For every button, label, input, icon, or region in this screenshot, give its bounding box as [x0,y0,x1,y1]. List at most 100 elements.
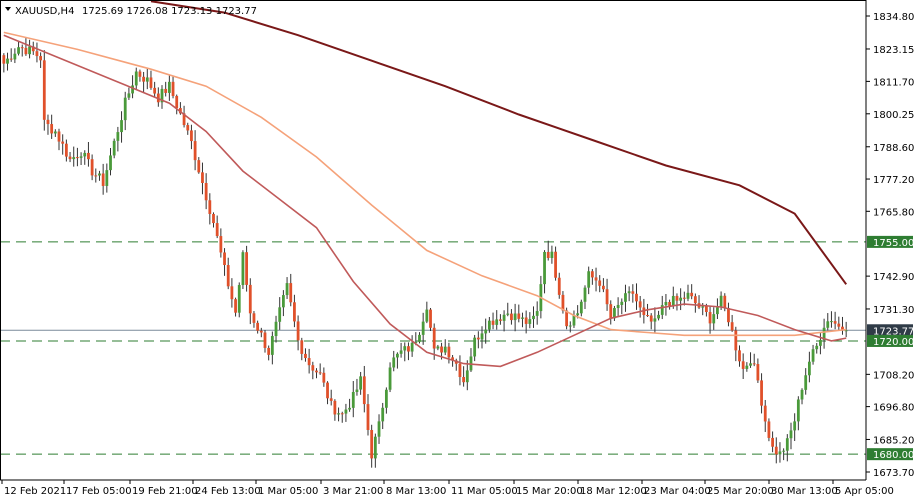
candle-body-bull [745,365,749,369]
candle-body-bear [510,313,513,321]
candle-body-bear [230,286,234,300]
candle-body-bull [109,155,112,171]
current-price-label: 1723.77 [873,326,914,337]
candle [315,368,318,379]
candle-body-bear [554,251,557,278]
candle [304,348,307,362]
candle-body-bear [476,337,480,340]
candle-body-bear [451,357,454,361]
candle-body-bear [322,372,326,383]
candle-body-bear [64,143,68,157]
candle-body-bear [517,313,521,319]
candle [259,327,263,338]
candle-body-bear [675,295,679,301]
candle-body-bull [484,329,488,334]
candle-body-bull [425,309,429,322]
candle [830,311,833,328]
candle [76,147,79,167]
candle [487,316,491,333]
level-label: 1680.00 [873,450,914,461]
candle-body-bear [340,413,344,415]
candle [197,157,201,174]
candle [263,330,267,353]
time-tick-label: 8 Mar 13:00 [386,486,446,497]
time-tick-label: 25 Mar 20:00 [707,486,774,497]
candle [841,316,844,335]
candle-body-bull [337,413,340,415]
candle [800,388,804,405]
candle-body-bear [638,301,642,308]
candle [193,130,197,171]
candle [627,286,631,302]
candle-body-bear [631,291,635,294]
candle-body-bull [822,327,826,340]
candle [767,418,771,442]
price-tick-label: 1811.70 [873,77,914,88]
candle-body-bear [204,182,208,201]
candle [90,154,94,181]
candle-body-bear [682,297,686,299]
candle-body-bear [557,277,561,295]
candle-body-bear [362,376,366,405]
candle [359,371,363,395]
candle [149,70,153,90]
candle [131,75,134,99]
candle [826,313,830,331]
candle [686,284,690,302]
candle-body-bull [270,336,274,355]
candle-body-bull [399,350,403,354]
candle [528,312,532,329]
candle-body-bear [723,295,727,309]
candle-body-bull [53,131,57,134]
candle [226,257,230,290]
candle-body-bull [167,81,171,93]
candle-body-bear [193,141,197,161]
candle-body-bull [28,46,31,55]
candle-body-bull [285,283,289,296]
candle-body-bull [579,301,583,314]
candle-body-bull [686,292,690,299]
candle-body-bull [281,295,285,308]
candle [212,212,215,228]
candle-body-bull [105,170,109,186]
candle-body-bull [72,157,76,160]
candle [624,284,627,312]
candle-body-bear [149,77,153,88]
candle-body-bear [318,372,322,374]
candle-body-bull [796,399,800,422]
candle-body-bear [524,317,528,324]
candle-body-bull [131,85,134,94]
candle [399,342,403,358]
candle-body-bear [296,321,300,341]
level-label-bg [867,235,913,248]
candle-body-bear [39,56,43,61]
candle [64,139,68,162]
time-tick-label: 3 Mar 21:00 [323,486,383,497]
candle [771,431,774,453]
candle-body-bull [572,315,576,326]
candle [355,378,359,396]
candle-body-bull [6,58,9,64]
candle [785,434,789,462]
candle [311,361,315,380]
candle-body-bear [293,302,296,322]
candle [105,163,109,193]
candle-body-bear [734,330,738,351]
candle [337,407,340,422]
candle [348,398,351,412]
candle-body-bull [392,357,396,368]
candle-body-bear [546,251,550,258]
candle-body-bull [528,319,532,324]
candle-body-bull [436,346,440,349]
candle-body-bull [160,88,164,103]
triangle-down-icon[interactable] [5,7,11,11]
candle [28,39,31,59]
price-tick-label: 1708.20 [873,370,914,381]
candle-body-bull [807,361,811,376]
candle-body-bear [2,55,6,64]
candle-body-bear [300,340,304,354]
time-tick-label: 23 Mar 04:00 [644,486,711,497]
candle-body-bear [24,47,28,55]
